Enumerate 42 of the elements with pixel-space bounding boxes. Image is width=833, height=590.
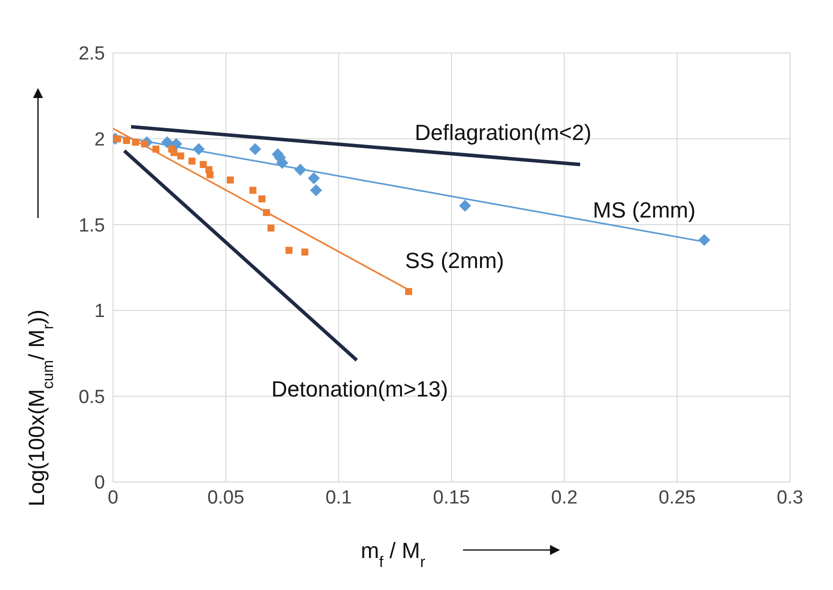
point [132, 138, 140, 146]
y-tick-label: 0.5 [78, 386, 105, 408]
point [262, 209, 270, 216]
series-label: Detonation(m>13) [271, 376, 448, 402]
point [310, 184, 322, 196]
point [301, 248, 308, 256]
point [123, 137, 130, 144]
x-tick-label: 0 [108, 487, 118, 508]
y-tick-label: 1.5 [78, 215, 105, 236]
y-tick-label: 0 [94, 472, 105, 494]
point [206, 171, 214, 178]
point [152, 146, 160, 153]
point [161, 136, 174, 148]
point [308, 172, 320, 184]
point [258, 195, 266, 202]
y-tick-label: 2 [94, 130, 105, 151]
y-tick-label: 2.5 [78, 44, 105, 65]
x-tick-label: 0.05 [207, 487, 244, 508]
x-tick-label: 0.3 [776, 487, 804, 508]
x-tick-label: 0.1 [325, 487, 352, 508]
point [294, 164, 306, 176]
x-axis-title: m$_{f}$ / M$_{r}$ [360, 538, 426, 570]
series-label: MS (2mm) [592, 198, 696, 223]
point [698, 234, 710, 246]
point [267, 224, 274, 232]
y-tick-label: 1 [94, 301, 105, 322]
point [249, 143, 262, 156]
point [286, 246, 293, 254]
series-label: Deflagration(m<2) [414, 120, 592, 146]
point [226, 176, 234, 184]
point [188, 158, 196, 165]
x-tick-label: 0.25 [658, 487, 696, 508]
point [177, 152, 184, 160]
point [170, 149, 178, 156]
point [459, 200, 472, 212]
point [192, 143, 205, 156]
point [249, 186, 256, 194]
point [405, 288, 412, 296]
x-tick-label: 0.15 [433, 487, 470, 508]
x-tick-label: 0.2 [551, 487, 578, 508]
point [200, 161, 207, 168]
series-label: SS (2mm) [405, 248, 504, 274]
